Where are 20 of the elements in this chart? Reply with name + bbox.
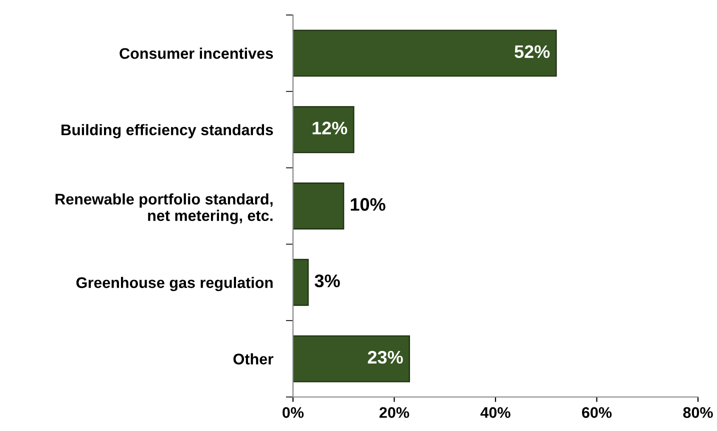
data-label: 10% — [350, 198, 386, 211]
y-tick-label: Building efficiency standards — [62, 124, 273, 138]
x-tick-label: 80% — [683, 407, 713, 418]
bar — [293, 182, 344, 230]
data-label: 3% — [314, 274, 340, 288]
bar — [293, 30, 557, 77]
x-tick-label: 0% — [282, 407, 304, 418]
data-label: 12% — [312, 122, 348, 134]
x-tick-label: 20% — [379, 407, 410, 418]
data-label: 23% — [368, 350, 403, 364]
y-tick-label: Other — [233, 353, 274, 364]
x-tick-label: 40% — [480, 407, 510, 418]
bar — [293, 335, 410, 382]
data-label: 52% — [514, 45, 550, 58]
bar — [293, 106, 354, 154]
bar — [293, 258, 309, 306]
y-tick-label: Renewable portfolio standard, net metering, etc. — [56, 193, 273, 224]
y-tick-label: Greenhouse gas regulation — [76, 276, 273, 292]
x-tick-label: 60% — [582, 407, 612, 418]
y-tick-label: Consumer incentives — [120, 48, 273, 59]
